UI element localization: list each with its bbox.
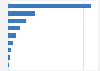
Bar <box>8 34 16 37</box>
Bar <box>8 55 10 59</box>
Bar <box>8 19 26 23</box>
Bar <box>8 41 13 45</box>
Bar <box>8 12 35 16</box>
Bar <box>8 26 20 30</box>
Bar <box>8 48 11 52</box>
Bar <box>8 63 9 67</box>
Bar <box>8 4 90 8</box>
